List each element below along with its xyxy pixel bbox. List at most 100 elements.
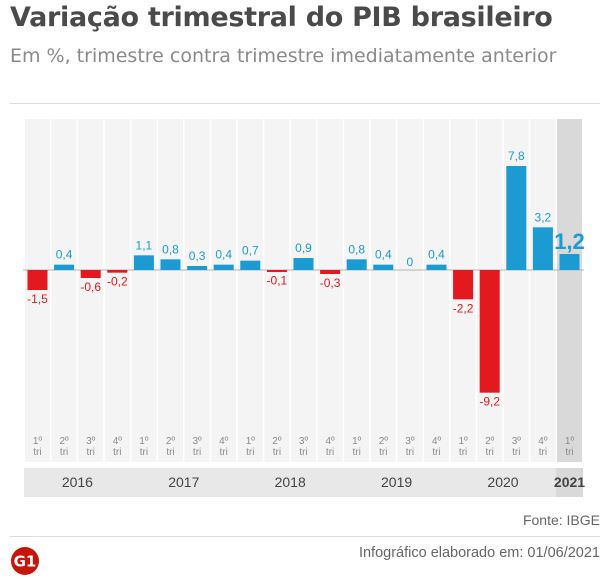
data-label: 0: [407, 255, 414, 269]
chart-title: Variação trimestral do PIB brasileiro: [10, 2, 553, 33]
x-tick-label: 3º: [192, 436, 202, 447]
x-tick-label: 2º: [166, 436, 176, 447]
bar: [426, 264, 447, 270]
data-label: -1,5: [27, 292, 48, 306]
year-label: 2020: [487, 474, 518, 490]
data-label: 0,4: [56, 248, 73, 262]
bar: [506, 166, 527, 270]
column-guide: [237, 119, 263, 462]
column-guide: [211, 119, 237, 462]
data-label: 0,8: [162, 242, 179, 256]
data-label: -0,6: [80, 280, 101, 294]
column-guide: [424, 119, 449, 462]
x-tick-label: tri: [193, 447, 201, 458]
x-tick-label: tri: [486, 447, 494, 458]
bar: [453, 270, 474, 300]
x-tick-label: 1º: [565, 436, 575, 447]
x-tick-label: 4º: [325, 436, 335, 447]
bar: [213, 264, 234, 270]
year-label: 2021: [554, 474, 585, 490]
data-label: 1,2: [554, 229, 585, 254]
x-tick-label: 4º: [113, 436, 123, 447]
year-band: [343, 468, 450, 497]
x-tick-label: tri: [220, 447, 228, 458]
x-tick-label: 3º: [299, 436, 309, 447]
data-label: -0,2: [107, 275, 128, 289]
bar: [559, 254, 580, 270]
data-label: 0,4: [428, 248, 445, 262]
bar: [240, 260, 261, 270]
x-tick-label: 1º: [33, 436, 43, 447]
x-tick-label: 2º: [272, 436, 282, 447]
data-label: 0,8: [348, 242, 365, 256]
x-tick-label: 3º: [405, 436, 415, 447]
data-label: 0,3: [189, 249, 206, 263]
x-tick-label: tri: [326, 447, 334, 458]
data-label: -9,2: [479, 395, 500, 409]
data-label: 7,8: [508, 149, 525, 163]
x-tick-label: 4º: [432, 436, 442, 447]
bar: [27, 270, 48, 290]
x-tick-label: tri: [166, 447, 174, 458]
x-tick-label: tri: [432, 447, 440, 458]
x-tick-label: tri: [459, 447, 467, 458]
x-tick-label: tri: [113, 447, 121, 458]
x-tick-label: tri: [379, 447, 387, 458]
credit-note: Infográfico elaborado em: 01/06/2021: [358, 545, 600, 561]
x-tick-label: 4º: [219, 436, 229, 447]
footer-divider: [10, 536, 600, 537]
bar: [54, 264, 75, 270]
x-tick-label: 1º: [352, 436, 362, 447]
data-label: 0,4: [375, 248, 392, 262]
g1-logo-text: G1: [14, 553, 37, 571]
bar: [320, 270, 341, 274]
year-band: [449, 468, 557, 497]
column-guide: [530, 119, 556, 462]
x-tick-label: tri: [60, 447, 68, 458]
source-note: Fonte: IBGE: [522, 512, 600, 528]
column-guide: [158, 119, 183, 462]
data-label: 0,7: [242, 244, 259, 258]
data-label: -2,2: [453, 301, 474, 315]
x-tick-label: tri: [273, 447, 281, 458]
x-tick-label: 4º: [538, 436, 548, 447]
data-label: 1,1: [136, 238, 153, 252]
x-tick-label: 2º: [379, 436, 389, 447]
chart-subtitle: Em %, trimestre contra trimestre imediat…: [10, 45, 557, 67]
bar: [346, 259, 367, 270]
column-guide: [344, 119, 370, 462]
g1-logo: G1: [11, 547, 39, 575]
data-label: 0,9: [295, 241, 312, 255]
x-tick-label: tri: [246, 447, 254, 458]
year-label: 2016: [62, 474, 93, 490]
bar: [160, 259, 181, 270]
bar: [266, 270, 287, 272]
column-guide: [264, 119, 290, 462]
x-tick-label: 1º: [139, 436, 149, 447]
x-tick-label: tri: [140, 447, 148, 458]
column-guide: [131, 119, 157, 462]
gdp-bar-chart: -1,5 0,4 -0,6 -0,2 1,1 0,8 0,3 0,4 0,7 -0,1 0,9 -0,…: [23, 119, 585, 497]
x-tick-label: tri: [353, 447, 361, 458]
bar: [293, 258, 314, 270]
x-tick-label: 2º: [59, 436, 69, 447]
bar: [479, 270, 500, 393]
column-guide: [184, 119, 210, 462]
x-tick-label: 1º: [458, 436, 468, 447]
x-tick-label: tri: [406, 447, 414, 458]
x-tick-label: tri: [512, 447, 520, 458]
data-label: 0,4: [215, 248, 232, 262]
x-tick-label: 3º: [512, 436, 522, 447]
x-tick-label: 2º: [485, 436, 495, 447]
column-guide: [25, 119, 50, 462]
x-tick-label: tri: [539, 447, 547, 458]
highlight-column: [557, 119, 582, 462]
column-guide: [291, 119, 316, 462]
bar: [80, 270, 101, 278]
x-tick-label: 1º: [246, 436, 256, 447]
column-guide: [370, 119, 396, 462]
year-band: [556, 468, 583, 497]
year-label: 2018: [275, 474, 306, 490]
x-tick-label: tri: [565, 447, 573, 458]
bar: [107, 270, 128, 273]
